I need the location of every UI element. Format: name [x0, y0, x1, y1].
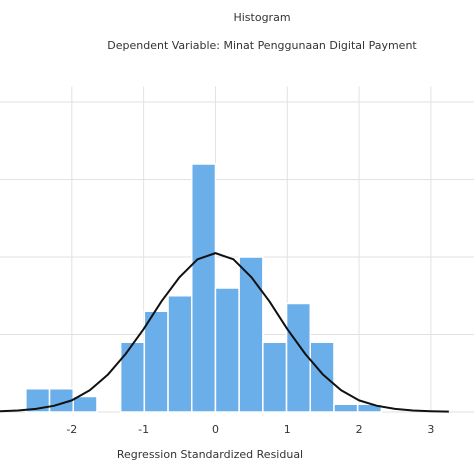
x-tick-label: -1 — [138, 423, 149, 436]
chart-subtitle: Dependent Variable: Minat Penggunaan Dig… — [107, 39, 417, 52]
x-axis-label: Regression Standardized Residual — [117, 448, 303, 461]
bar — [143, 310, 169, 413]
x-tick-label: 3 — [427, 423, 434, 436]
chart-title: Histogram — [233, 11, 290, 24]
bar — [167, 295, 193, 413]
bar — [214, 287, 240, 413]
x-tick-label: 0 — [212, 423, 219, 436]
x-tick-label: 1 — [284, 423, 291, 436]
bar — [72, 395, 98, 413]
bar — [285, 302, 312, 413]
x-tick-label: -2 — [66, 423, 77, 436]
bar — [309, 341, 335, 413]
bar — [333, 403, 359, 413]
bar — [191, 163, 217, 413]
x-tick-label: 2 — [356, 423, 363, 436]
bar — [262, 341, 288, 413]
bar — [119, 341, 146, 413]
bar — [238, 256, 264, 413]
normal-curve — [0, 252, 449, 413]
